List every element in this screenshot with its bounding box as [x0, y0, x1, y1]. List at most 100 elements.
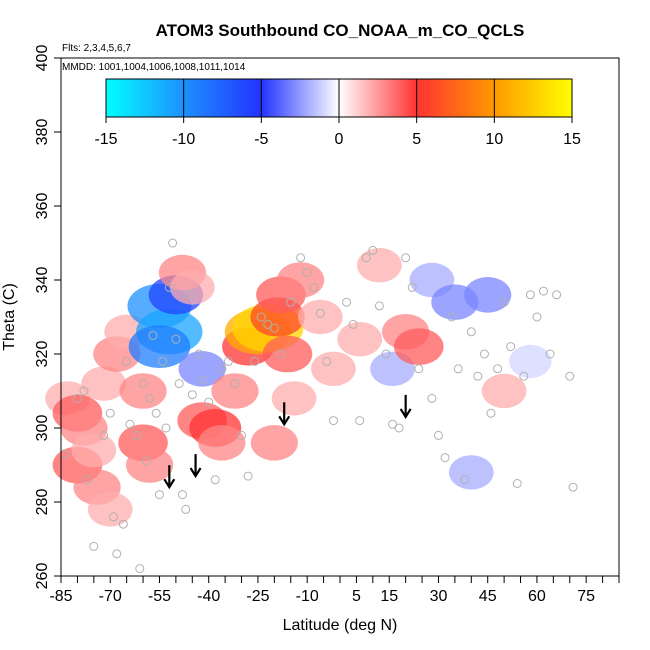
observation-point [174, 379, 184, 389]
colorbar-tick-label: 15 [563, 131, 581, 148]
x-tick-label: 15 [380, 588, 398, 605]
observation-point [256, 312, 266, 322]
y-tick-label: 280 [34, 489, 51, 516]
colorbar-tick-label: 5 [412, 131, 421, 148]
observation-point [177, 490, 187, 500]
observation-point [72, 393, 82, 403]
observation-point [230, 379, 240, 389]
colorbar-tick-label: -15 [94, 131, 117, 148]
observation-point [348, 319, 358, 329]
x-tick-label: 60 [528, 588, 546, 605]
heatmap-cell [178, 351, 226, 387]
colorbar-tick-label: -5 [254, 131, 268, 148]
chart-title: ATOM3 Southbound CO_NOAA_m_CO_QCLS [156, 21, 525, 40]
heatmap-cell [71, 433, 117, 468]
observation-point [109, 512, 119, 522]
observation-point [154, 490, 164, 500]
observation-point [315, 308, 325, 318]
y-axis: 260 280 300 320 340 360 380 400 [34, 45, 61, 590]
down-arrow-icon [189, 454, 202, 479]
x-tick-label: 75 [577, 588, 595, 605]
x-tick-label: -25 [246, 588, 269, 605]
colorbar-tick-label: -10 [172, 131, 195, 148]
heatmap-cell [481, 373, 527, 409]
heatmap-cell [198, 425, 246, 461]
heatmap-cell [311, 351, 356, 386]
down-arrow-icon [278, 402, 291, 427]
heatmap-cell [448, 455, 494, 490]
observation-point [79, 386, 89, 396]
heatmap-cell [119, 373, 167, 409]
heatmap-cell [250, 425, 298, 461]
observation-point [552, 290, 562, 300]
arrow-annotations [163, 394, 412, 490]
y-tick-label: 400 [34, 45, 51, 72]
x-tick-label: -40 [197, 588, 220, 605]
x-tick-label: 5 [352, 588, 361, 605]
observation-point [171, 334, 181, 344]
observation-point [237, 430, 247, 440]
observation-point [427, 393, 437, 403]
observation-point [328, 416, 338, 426]
heatmap-cell [169, 270, 215, 305]
observation-point [269, 323, 279, 333]
observation-point [407, 282, 417, 292]
x-axis: -85 -70 -55 -40 -25 -10 5 15 30 45 60 75 [49, 575, 620, 605]
observation-point [89, 541, 99, 551]
observation-point [342, 297, 352, 307]
observation-point [493, 364, 503, 374]
observation-point [473, 371, 483, 381]
heatmap-cell [393, 328, 444, 365]
observation-point [368, 245, 378, 255]
observation-point [355, 416, 365, 426]
observation-point [194, 349, 204, 359]
down-arrow-icon [163, 465, 176, 490]
heatmap-cell [87, 492, 133, 527]
x-tick-label: -10 [296, 588, 319, 605]
observation-point [506, 342, 516, 352]
observation-point [210, 475, 220, 485]
heatmap-cell [337, 322, 383, 357]
observation-point [168, 238, 178, 248]
heatmap-cell [211, 373, 259, 409]
y-tick-label: 340 [34, 267, 51, 294]
observation-point [460, 475, 470, 485]
colorbar-ticks: -15 -10 -5 0 5 10 15 [94, 79, 581, 148]
observation-point [184, 290, 194, 300]
observation-point [453, 364, 463, 374]
y-tick-label: 360 [34, 193, 51, 220]
observation-point [181, 504, 191, 514]
observation-point [151, 408, 161, 418]
observation-point [263, 319, 273, 329]
observation-point [138, 379, 148, 389]
observation-point [381, 349, 391, 359]
observation-point [532, 312, 542, 322]
down-arrow-icon [399, 394, 412, 419]
observation-point [440, 453, 450, 463]
colorbar-tick-label: 10 [485, 131, 503, 148]
heatmap-cell [509, 344, 552, 378]
observation-point [158, 356, 168, 366]
heatmap-cell [81, 366, 127, 401]
observation-point [309, 282, 319, 292]
observation-point [414, 364, 424, 374]
observation-point [148, 331, 158, 340]
observation-point [118, 519, 128, 529]
observation-point [204, 397, 214, 407]
observation-point [296, 253, 306, 263]
observation-point [525, 290, 535, 300]
observation-point [322, 356, 332, 366]
observation-point [361, 253, 371, 263]
observation-point [519, 371, 529, 381]
x-tick-label: -55 [148, 588, 171, 605]
observation-point [145, 393, 155, 403]
y-tick-label: 260 [34, 563, 51, 590]
observation-point [82, 475, 92, 485]
observation-point [131, 430, 141, 440]
heatmap-cell [126, 447, 174, 483]
heatmap-cell [128, 325, 191, 368]
heatmap-cell [277, 262, 325, 298]
x-tick-label: -85 [49, 588, 72, 605]
observation-point [243, 471, 253, 481]
